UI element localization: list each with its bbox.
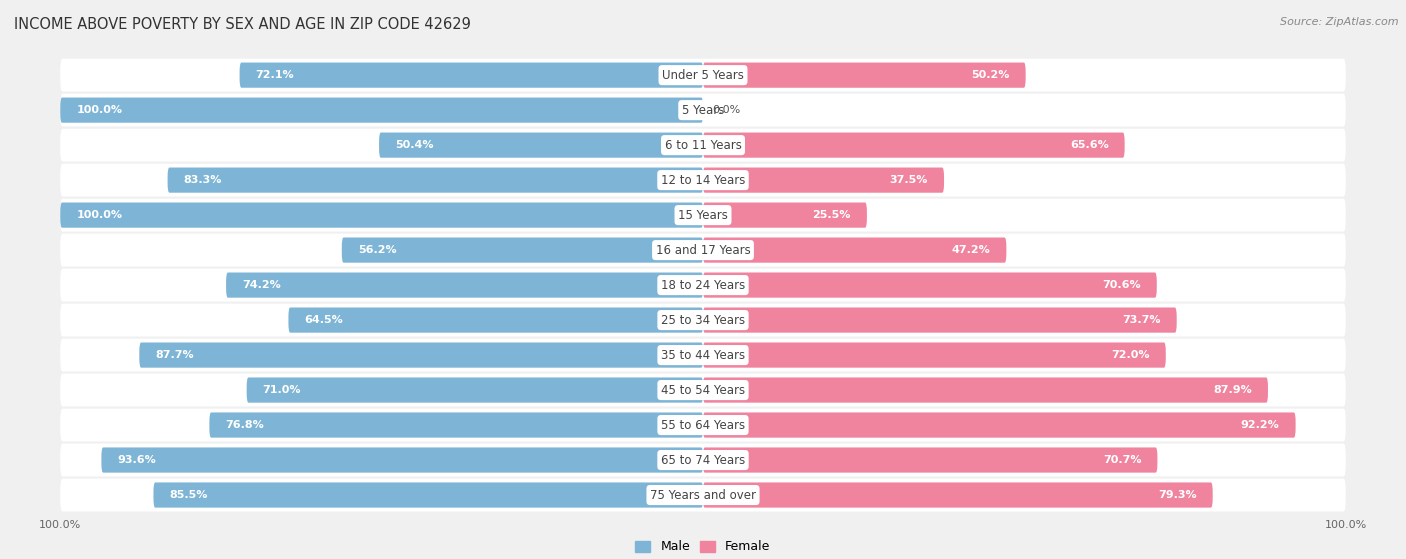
Text: 56.2%: 56.2% <box>359 245 396 255</box>
Text: 92.2%: 92.2% <box>1240 420 1279 430</box>
Text: 35 to 44 Years: 35 to 44 Years <box>661 349 745 362</box>
Text: 83.3%: 83.3% <box>184 175 222 185</box>
FancyBboxPatch shape <box>703 132 1125 158</box>
FancyBboxPatch shape <box>703 63 1025 88</box>
FancyBboxPatch shape <box>101 447 703 473</box>
FancyBboxPatch shape <box>139 343 703 368</box>
FancyBboxPatch shape <box>60 94 1346 126</box>
FancyBboxPatch shape <box>342 238 703 263</box>
Text: 50.4%: 50.4% <box>395 140 433 150</box>
Text: 100.0%: 100.0% <box>76 210 122 220</box>
Text: 72.1%: 72.1% <box>256 70 294 80</box>
Text: 93.6%: 93.6% <box>118 455 156 465</box>
Text: 100.0%: 100.0% <box>76 105 122 115</box>
FancyBboxPatch shape <box>60 198 1346 231</box>
Text: 25.5%: 25.5% <box>813 210 851 220</box>
FancyBboxPatch shape <box>60 269 1346 301</box>
FancyBboxPatch shape <box>60 444 1346 476</box>
Text: 0.0%: 0.0% <box>713 105 741 115</box>
Text: 47.2%: 47.2% <box>952 245 990 255</box>
FancyBboxPatch shape <box>703 413 1295 438</box>
Text: 74.2%: 74.2% <box>242 280 281 290</box>
FancyBboxPatch shape <box>288 307 703 333</box>
FancyBboxPatch shape <box>167 168 703 193</box>
Text: 55 to 64 Years: 55 to 64 Years <box>661 419 745 432</box>
Text: 65 to 74 Years: 65 to 74 Years <box>661 453 745 467</box>
Legend: Male, Female: Male, Female <box>630 536 776 558</box>
Text: 71.0%: 71.0% <box>263 385 301 395</box>
Text: 6 to 11 Years: 6 to 11 Years <box>665 139 741 151</box>
Text: 50.2%: 50.2% <box>972 70 1010 80</box>
Text: 65.6%: 65.6% <box>1070 140 1108 150</box>
FancyBboxPatch shape <box>60 59 1346 92</box>
Text: 73.7%: 73.7% <box>1122 315 1160 325</box>
Text: 85.5%: 85.5% <box>170 490 208 500</box>
Text: 25 to 34 Years: 25 to 34 Years <box>661 314 745 326</box>
Text: 16 and 17 Years: 16 and 17 Years <box>655 244 751 257</box>
FancyBboxPatch shape <box>246 377 703 402</box>
Text: 18 to 24 Years: 18 to 24 Years <box>661 278 745 292</box>
FancyBboxPatch shape <box>703 447 1157 473</box>
FancyBboxPatch shape <box>60 339 1346 372</box>
Text: 76.8%: 76.8% <box>225 420 264 430</box>
Text: 64.5%: 64.5% <box>305 315 343 325</box>
FancyBboxPatch shape <box>380 132 703 158</box>
FancyBboxPatch shape <box>239 63 703 88</box>
FancyBboxPatch shape <box>60 129 1346 162</box>
FancyBboxPatch shape <box>703 343 1166 368</box>
Text: 79.3%: 79.3% <box>1159 490 1197 500</box>
Text: 15 Years: 15 Years <box>678 209 728 221</box>
Text: Source: ZipAtlas.com: Source: ZipAtlas.com <box>1281 17 1399 27</box>
FancyBboxPatch shape <box>60 373 1346 406</box>
FancyBboxPatch shape <box>703 482 1213 508</box>
FancyBboxPatch shape <box>703 377 1268 402</box>
Text: 70.7%: 70.7% <box>1102 455 1142 465</box>
FancyBboxPatch shape <box>60 97 703 123</box>
FancyBboxPatch shape <box>209 413 703 438</box>
FancyBboxPatch shape <box>60 479 1346 511</box>
FancyBboxPatch shape <box>703 307 1177 333</box>
Text: 75 Years and over: 75 Years and over <box>650 489 756 501</box>
Text: 70.6%: 70.6% <box>1102 280 1140 290</box>
FancyBboxPatch shape <box>703 168 943 193</box>
Text: INCOME ABOVE POVERTY BY SEX AND AGE IN ZIP CODE 42629: INCOME ABOVE POVERTY BY SEX AND AGE IN Z… <box>14 17 471 32</box>
Text: 5 Years: 5 Years <box>682 103 724 117</box>
Text: 45 to 54 Years: 45 to 54 Years <box>661 383 745 396</box>
Text: 87.9%: 87.9% <box>1213 385 1251 395</box>
FancyBboxPatch shape <box>226 272 703 298</box>
FancyBboxPatch shape <box>703 202 868 228</box>
Text: 87.7%: 87.7% <box>156 350 194 360</box>
FancyBboxPatch shape <box>703 238 1007 263</box>
Text: 12 to 14 Years: 12 to 14 Years <box>661 174 745 187</box>
FancyBboxPatch shape <box>60 304 1346 337</box>
Text: 37.5%: 37.5% <box>890 175 928 185</box>
FancyBboxPatch shape <box>60 202 703 228</box>
Text: 72.0%: 72.0% <box>1111 350 1150 360</box>
FancyBboxPatch shape <box>60 164 1346 197</box>
FancyBboxPatch shape <box>60 234 1346 267</box>
FancyBboxPatch shape <box>153 482 703 508</box>
FancyBboxPatch shape <box>60 409 1346 442</box>
Text: Under 5 Years: Under 5 Years <box>662 69 744 82</box>
FancyBboxPatch shape <box>703 272 1157 298</box>
